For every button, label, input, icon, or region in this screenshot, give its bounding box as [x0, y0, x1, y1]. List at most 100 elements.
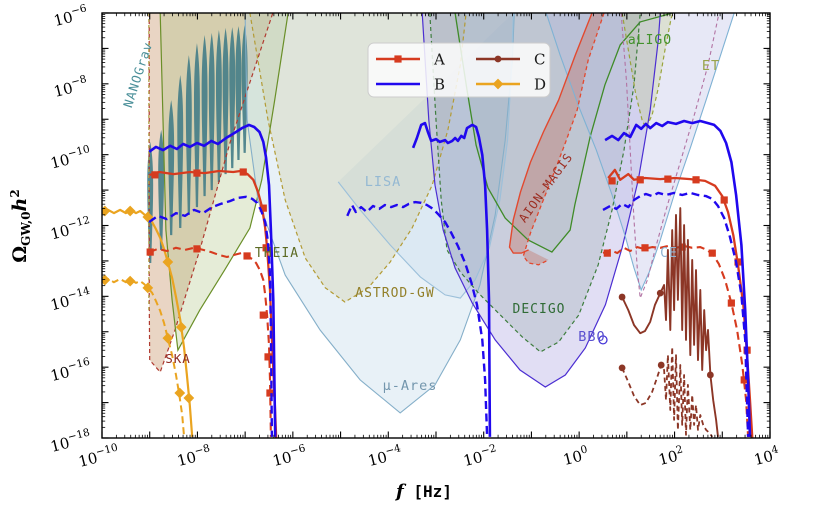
x-tick-label: 10−4: [366, 442, 405, 470]
curve-D-solid-branch-0: [102, 208, 194, 437]
violin-11: [235, 26, 242, 160]
marker-A-solid-7: [664, 175, 672, 183]
legend-marker-D: [492, 78, 504, 90]
marker-A-dashed-2: [243, 252, 251, 260]
curve-B-dashed-branch-0: [148, 195, 274, 437]
region-fill-decigo: [429, 13, 641, 352]
region-line-aedge: [454, 13, 673, 253]
curve-C-dashed: [618, 346, 714, 438]
x-axis-title: f [Hz]: [394, 481, 452, 502]
region-line-lisa: [337, 13, 514, 299]
x-tick-label: 10−10: [76, 441, 121, 470]
violin-4: [185, 55, 192, 215]
marker-D-dashed-1: [124, 275, 136, 287]
marker-A-dashed-7: [641, 244, 649, 252]
violin-3: [177, 74, 184, 228]
legend-marker-C: [494, 55, 502, 63]
curve-B-solid-branch-0: [148, 123, 277, 437]
region-line-ska: [148, 13, 274, 374]
marker-D-dashed-3: [162, 332, 174, 344]
violin-7: [208, 32, 215, 191]
label-lisa: LISA: [365, 174, 402, 190]
marker-A-solid-6: [636, 176, 644, 184]
marker-A-solid-5: [608, 177, 616, 185]
x-tick-label: 100: [561, 443, 591, 469]
marker-A-solid-1: [193, 169, 201, 177]
violin-2: [168, 100, 175, 236]
curve-B-dashed-branch-1: [346, 200, 489, 437]
curve-B-solid-branch-1: [411, 121, 492, 437]
region-line-ce: [620, 13, 720, 299]
marker-A-solid-10: [734, 258, 742, 266]
curve-A-dashed: [146, 243, 750, 437]
curve-A-dashed-branch-0: [148, 246, 272, 437]
legend-label-C: C: [534, 51, 545, 69]
label-bbo: BBO: [578, 329, 605, 345]
marker-C-dashed-0: [618, 364, 626, 372]
legend-label-D: D: [534, 76, 546, 94]
marker-C-dashed-1: [657, 361, 665, 369]
curve-B-dashed-branch-2: [602, 191, 750, 437]
label-theia: THEIA: [255, 246, 299, 261]
violin-6: [201, 34, 208, 197]
marker-A-dashed-6: [603, 249, 611, 257]
x-tick-label: 10−2: [461, 442, 499, 470]
label-aligo: aLIGO: [628, 33, 672, 48]
violin-1: [158, 129, 165, 250]
region-line-aion-magis-dashed: [522, 13, 605, 266]
marker-D-solid-4: [175, 321, 187, 333]
marker-A-solid-4: [262, 244, 270, 252]
marker-A-solid-9: [720, 196, 728, 204]
marker-C-solid-2: [706, 371, 714, 379]
marker-A-solid-2: [239, 168, 247, 176]
region-fill-theia: [160, 13, 289, 351]
region-fill-et-region: [546, 13, 735, 290]
x-tick-label: 10−6: [270, 442, 309, 470]
curve-C-solid: [618, 207, 719, 438]
marker-A-solid-3: [259, 204, 267, 212]
x-tick-label: 10−8: [175, 442, 213, 470]
marker-A-dashed-5: [266, 389, 274, 397]
marker-D-dashed-4: [174, 387, 186, 399]
marker-C-solid-1: [656, 289, 664, 297]
curve-A-dashed-branch-1: [602, 244, 750, 437]
curve-B-solid: [148, 119, 752, 437]
region-line-astrod-gw: [249, 13, 467, 303]
marker-D-solid-1: [124, 205, 136, 217]
plot-area: [102, 13, 754, 438]
axis-ticks: [101, 12, 771, 439]
marker-D-dashed-0: [102, 274, 111, 286]
x-tick-label: 102: [656, 443, 686, 469]
marker-A-dashed-0: [146, 248, 154, 256]
marker-A-dashed-11: [740, 376, 748, 384]
y-tick-label: 10−12: [48, 214, 93, 243]
legend: AB CD: [367, 42, 551, 98]
label-astrod-gw: ASTROD-GW: [355, 286, 434, 301]
marker-A-dashed-8: [678, 243, 686, 251]
y-tick-label: 10−14: [48, 285, 93, 314]
marker-A-solid-8: [692, 176, 700, 184]
y-tick-label: 10−8: [51, 73, 89, 101]
y-tick-label: 10−6: [51, 2, 90, 30]
label-et-region: ET: [702, 58, 720, 74]
y-tick-label: 10−10: [48, 143, 93, 172]
legend-marker-A: [394, 55, 402, 63]
curve-B-dashed: [148, 191, 750, 437]
label-ska: SKA: [165, 351, 191, 366]
legend-label-A: A: [433, 51, 445, 69]
marker-A-dashed-1: [193, 245, 201, 253]
y-axis-title: ΩGW,0h2: [8, 189, 33, 263]
y-tick-label: 10−16: [48, 356, 93, 385]
legend-box: [367, 42, 551, 98]
label-decigo: DECIGO: [513, 302, 566, 317]
region-line-aion-magis-solid: [508, 13, 593, 254]
marker-A-solid-0: [151, 171, 159, 179]
open-circle-marker: [598, 335, 608, 345]
curve-C-dashed-branch-0: [621, 346, 714, 438]
tick-labels: 10−10 10−8 10−6 10−4 10−2 100 102 104 10−6 10−8 10…: [48, 2, 780, 471]
region-line-et-region: [545, 13, 735, 292]
curve-A-solid-branch-1: [607, 168, 754, 438]
marker-D-solid-5: [183, 392, 195, 404]
region-fill-bbo: [422, 13, 661, 387]
